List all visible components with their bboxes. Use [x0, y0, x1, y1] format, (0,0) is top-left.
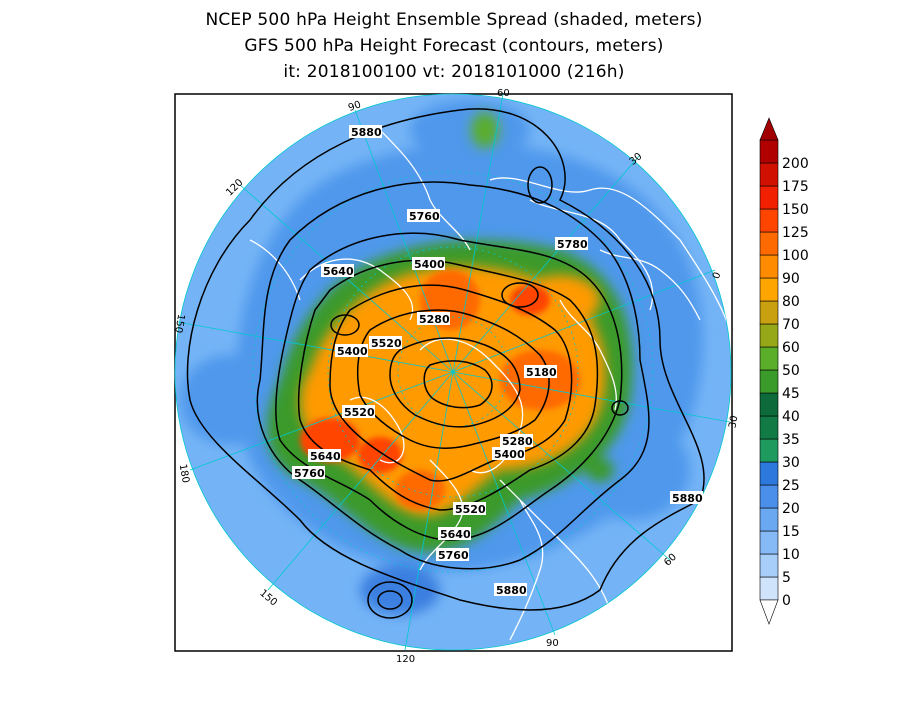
title-line-2: GFS 500 hPa Height Forecast (contours, m… [244, 36, 664, 56]
svg-text:5760: 5760 [294, 467, 325, 480]
contour-label: 5880 [670, 491, 703, 505]
colorbar-label: 100 [782, 248, 809, 264]
colorbar-label: 125 [782, 225, 809, 241]
svg-text:5280: 5280 [502, 435, 533, 448]
title-line-1: NCEP 500 hPa Height Ensemble Spread (sha… [205, 10, 703, 30]
title-line-3: it: 2018100100 vt: 2018101000 (216h) [283, 62, 625, 82]
contour-label: 5280 [417, 312, 450, 326]
colorbar-label: 5 [782, 570, 791, 586]
contour-label: 5180 [524, 365, 557, 379]
contour-label: 5640 [308, 449, 341, 463]
colorbar-label: 40 [782, 409, 800, 425]
svg-text:5880: 5880 [351, 126, 382, 139]
colorbar-swatch [759, 231, 779, 256]
colorbar-swatch [759, 553, 779, 578]
coastlines [249, 129, 731, 641]
contour-label: 5520 [342, 405, 375, 419]
contour-label: 5280 [500, 434, 533, 448]
contour-label: 5400 [412, 257, 445, 271]
svg-text:5400: 5400 [494, 448, 525, 461]
colorbar-swatch [759, 300, 779, 325]
contour-label: 5640 [438, 527, 471, 541]
lon-label: 0 [711, 271, 724, 281]
contour-label: 5520 [369, 336, 402, 350]
svg-text:5180: 5180 [526, 366, 557, 379]
colorbar-swatch [759, 277, 779, 302]
colorbar-swatch [759, 438, 779, 463]
contour-label: 5780 [555, 237, 588, 251]
colorbar-swatch [759, 369, 779, 394]
contour-labels: 5880 5760 5780 5640 5400 5280 5520 5400 … [292, 125, 703, 597]
height-contours [186, 108, 705, 619]
latlon-grid [174, 93, 732, 651]
colorbar-label: 20 [782, 501, 800, 517]
colorbar-label: 70 [782, 317, 800, 333]
colorbar-label: 150 [782, 202, 809, 218]
colorbar-label: 60 [782, 340, 800, 356]
contour-label: 5640 [321, 264, 354, 278]
contour-label: 5880 [494, 583, 527, 597]
colorbar-swatch [759, 208, 779, 233]
contour-label: 5400 [335, 344, 368, 358]
contour-label: 5760 [436, 548, 469, 562]
contour-label: 5760 [292, 466, 325, 480]
colorbar-swatch [759, 254, 779, 279]
colorbar-swatch [759, 162, 779, 187]
svg-text:5640: 5640 [440, 528, 471, 541]
svg-text:5780: 5780 [557, 238, 588, 251]
colorbar-label: 80 [782, 294, 800, 310]
colorbar-label: 50 [782, 363, 800, 379]
colorbar-under-arrow [759, 599, 779, 625]
colorbar-swatch [759, 415, 779, 440]
lon-label: 90 [546, 638, 559, 649]
colorbar-over-arrow [759, 117, 779, 141]
lon-label: 90 [347, 99, 363, 114]
svg-text:5400: 5400 [414, 258, 445, 271]
colorbar-swatch [759, 392, 779, 417]
colorbar-swatch [759, 461, 779, 486]
colorbar-swatch [759, 576, 779, 601]
lon-label: 180 [177, 463, 191, 484]
colorbar-swatch [759, 507, 779, 532]
svg-text:5400: 5400 [337, 345, 368, 358]
svg-text:5640: 5640 [310, 450, 341, 463]
colorbar-label: 30 [782, 455, 800, 471]
colorbar-label: 25 [782, 478, 800, 494]
colorbar-label: 10 [782, 547, 800, 563]
colorbar-swatch [759, 484, 779, 509]
contour-label: 5400 [492, 447, 525, 461]
colorbar-label: 200 [782, 156, 809, 172]
contour-label: 5880 [349, 125, 382, 139]
colorbar-swatch [759, 139, 779, 164]
colorbar-label: 35 [782, 432, 800, 448]
colorbar-swatch [759, 346, 779, 371]
svg-text:5640: 5640 [323, 265, 354, 278]
svg-text:5880: 5880 [672, 492, 703, 505]
svg-text:5520: 5520 [344, 406, 375, 419]
colorbar: 0 5 10 15 20 25 30 35 40 45 50 60 70 80 90 100 125 150 175… [759, 117, 809, 625]
lon-label: 150 [172, 313, 186, 334]
contour-label: 5520 [453, 502, 486, 516]
colorbar-label: 15 [782, 524, 800, 540]
svg-text:5520: 5520 [371, 337, 402, 350]
contour-label: 5760 [407, 209, 440, 223]
colorbar-swatch [759, 185, 779, 210]
colorbar-swatch [759, 530, 779, 555]
svg-text:5520: 5520 [455, 503, 486, 516]
colorbar-label: 0 [782, 593, 791, 609]
colorbar-label: 175 [782, 179, 809, 195]
spread-shading [175, 94, 731, 650]
svg-text:5880: 5880 [496, 584, 527, 597]
svg-text:5760: 5760 [409, 210, 440, 223]
colorbar-swatch [759, 323, 779, 348]
lon-label: 120 [396, 654, 415, 665]
lon-label: 60 [497, 88, 510, 99]
colorbar-label: 45 [782, 386, 800, 402]
svg-text:5760: 5760 [438, 549, 469, 562]
lon-label: 30 [727, 415, 740, 429]
colorbar-label: 90 [782, 271, 800, 287]
svg-text:5280: 5280 [419, 313, 450, 326]
